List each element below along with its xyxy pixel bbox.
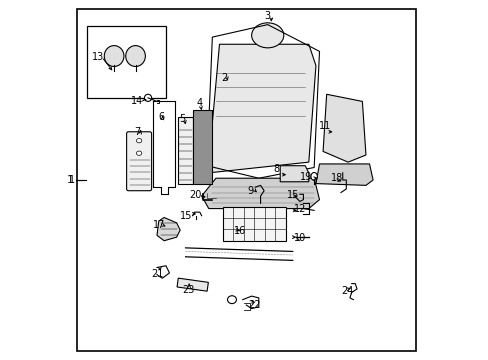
- Text: 15: 15: [286, 190, 299, 200]
- Ellipse shape: [310, 172, 317, 180]
- Text: 14: 14: [131, 96, 143, 107]
- Ellipse shape: [251, 23, 283, 48]
- Text: 20: 20: [189, 190, 201, 200]
- Text: 7: 7: [134, 127, 140, 137]
- Circle shape: [144, 94, 151, 102]
- Text: 1: 1: [69, 175, 75, 185]
- FancyBboxPatch shape: [126, 132, 151, 191]
- Text: 6: 6: [158, 112, 164, 122]
- Ellipse shape: [136, 151, 142, 156]
- Text: 13: 13: [92, 52, 104, 62]
- Bar: [178, 117, 192, 184]
- Polygon shape: [157, 217, 180, 241]
- Text: 16: 16: [234, 226, 246, 236]
- Text: 21: 21: [150, 269, 163, 279]
- Polygon shape: [201, 178, 319, 208]
- Text: 24: 24: [340, 287, 352, 296]
- Ellipse shape: [104, 46, 123, 67]
- Text: 17: 17: [152, 220, 164, 230]
- Text: 8: 8: [273, 164, 279, 174]
- Polygon shape: [315, 164, 372, 185]
- Text: 9: 9: [247, 186, 253, 196]
- Bar: [223, 207, 285, 241]
- Polygon shape: [280, 166, 308, 182]
- Text: 12: 12: [294, 204, 306, 214]
- Text: 22: 22: [248, 300, 260, 310]
- Text: 11: 11: [319, 121, 331, 131]
- Text: 15: 15: [180, 211, 192, 221]
- Text: 5: 5: [179, 114, 185, 124]
- Text: 2: 2: [221, 73, 227, 83]
- Text: 4: 4: [196, 98, 202, 108]
- Text: 18: 18: [330, 173, 342, 183]
- Bar: [87, 26, 165, 98]
- Polygon shape: [201, 44, 315, 173]
- Ellipse shape: [136, 139, 142, 143]
- Text: 23: 23: [182, 285, 194, 295]
- Text: 1: 1: [66, 175, 74, 185]
- Ellipse shape: [227, 296, 236, 303]
- Polygon shape: [177, 278, 208, 291]
- Text: 10: 10: [293, 233, 305, 243]
- Bar: [192, 111, 212, 184]
- Polygon shape: [323, 94, 365, 162]
- Text: 19: 19: [300, 172, 312, 182]
- Text: 3: 3: [264, 11, 269, 21]
- Ellipse shape: [125, 46, 145, 67]
